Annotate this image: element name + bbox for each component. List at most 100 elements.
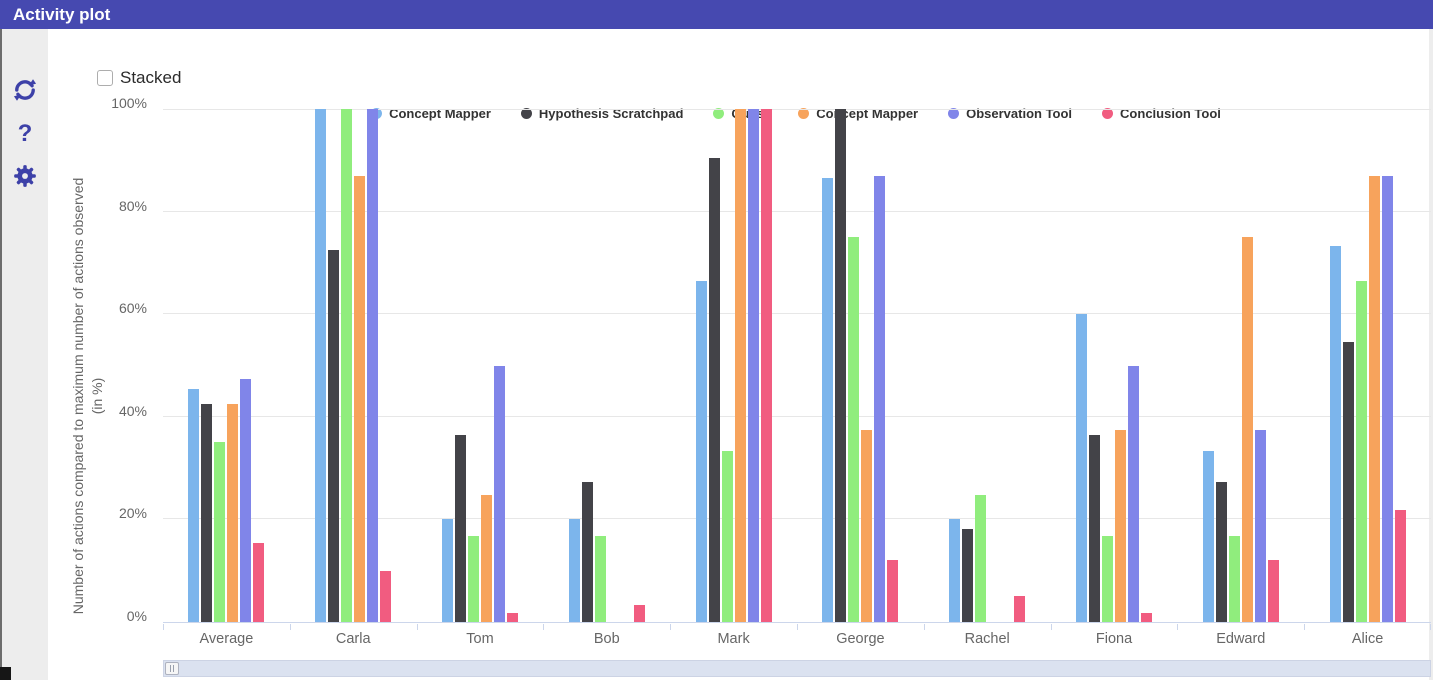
refresh-icon[interactable]: [2, 77, 48, 108]
page-title: Activity plot: [13, 5, 111, 24]
x-axis-labels: Average Carla Tom Bob Mark George Rachel Fiona E…: [163, 631, 1431, 651]
x-axis-tick: [1177, 624, 1179, 630]
bar-group: [441, 365, 518, 622]
bar[interactable]: [188, 388, 200, 622]
bar[interactable]: [594, 536, 606, 622]
scrollbar-handle[interactable]: [165, 662, 179, 675]
y-tick-label: 80%: [118, 197, 147, 214]
bar[interactable]: [1368, 175, 1380, 622]
bar[interactable]: [695, 280, 707, 622]
bar[interactable]: [721, 451, 733, 622]
bar[interactable]: [822, 178, 834, 622]
bar[interactable]: [874, 175, 886, 622]
bar[interactable]: [568, 519, 580, 622]
bar[interactable]: [1202, 451, 1214, 622]
y-tick-label: 40%: [118, 402, 147, 419]
bar[interactable]: [1381, 175, 1393, 622]
bar-group: [568, 481, 645, 622]
bar-group: [315, 109, 392, 622]
bar-group: [949, 494, 1026, 622]
x-axis-tick: [1304, 624, 1306, 630]
help-icon[interactable]: ?: [17, 120, 33, 147]
bar[interactable]: [467, 536, 479, 622]
bar[interactable]: [240, 379, 252, 622]
gridline: [163, 313, 1431, 315]
settings-gear-icon[interactable]: [2, 163, 48, 194]
bar[interactable]: [1329, 245, 1341, 622]
bar[interactable]: [315, 109, 327, 622]
bar[interactable]: [1267, 560, 1279, 622]
bar[interactable]: [747, 109, 759, 622]
bar[interactable]: [328, 250, 340, 622]
bar[interactable]: [341, 109, 353, 622]
bar[interactable]: [1355, 280, 1367, 622]
bar[interactable]: [949, 519, 961, 622]
bar[interactable]: [760, 109, 772, 622]
bar[interactable]: [480, 494, 492, 622]
category-band: [797, 109, 924, 622]
bar[interactable]: [354, 175, 366, 622]
bar[interactable]: [708, 157, 720, 622]
bar[interactable]: [367, 109, 379, 622]
bar[interactable]: [506, 612, 518, 622]
bar-group: [1202, 237, 1279, 622]
x-axis-ticks: [163, 624, 1431, 631]
bar[interactable]: [493, 365, 505, 622]
legend-marker-icon: [520, 107, 532, 119]
bar[interactable]: [1101, 536, 1113, 622]
x-axis-tick: [797, 624, 798, 630]
bar[interactable]: [214, 442, 226, 622]
bar[interactable]: [1075, 314, 1087, 622]
bar[interactable]: [835, 109, 847, 622]
window-title-bar: Activity plot: [0, 0, 1433, 29]
stacked-checkbox[interactable]: [97, 70, 113, 86]
x-axis-tick: [163, 624, 164, 630]
bar[interactable]: [633, 605, 645, 622]
y-tick-label: 20%: [118, 505, 147, 522]
x-axis-tick: [543, 624, 545, 630]
bar[interactable]: [1215, 481, 1227, 622]
bar[interactable]: [975, 494, 987, 622]
bar-group: [188, 379, 265, 622]
bar[interactable]: [253, 542, 265, 622]
bar[interactable]: [1014, 596, 1026, 622]
bar[interactable]: [441, 519, 453, 622]
bar[interactable]: [1241, 237, 1253, 622]
bar[interactable]: [1140, 612, 1152, 622]
bar[interactable]: [734, 109, 746, 622]
bar[interactable]: [380, 570, 392, 622]
category-band: [163, 110, 290, 622]
bar-group: [822, 109, 899, 622]
bar-group: [695, 109, 772, 622]
bar[interactable]: [962, 528, 974, 622]
bar[interactable]: [1127, 365, 1139, 622]
bar[interactable]: [1254, 429, 1266, 622]
bottom-left-corner-artifact: [0, 667, 11, 680]
bar[interactable]: [1394, 510, 1406, 622]
x-category-label: Edward: [1216, 631, 1266, 647]
bar[interactable]: [1228, 536, 1240, 622]
stacked-toggle[interactable]: Stacked: [97, 68, 181, 88]
bar[interactable]: [1114, 429, 1126, 622]
y-tick-label: 60%: [118, 300, 147, 317]
x-category-label: Tom: [466, 631, 494, 647]
chart-panel: Stacked Concept Mapper Hypothesis Scratch…: [48, 29, 1431, 680]
y-tick-label: 100%: [111, 95, 147, 111]
x-axis-tick: [1050, 624, 1052, 630]
legend-marker-icon: [798, 107, 810, 119]
bar[interactable]: [227, 403, 239, 622]
gridline: [163, 415, 1431, 417]
bar[interactable]: [201, 403, 213, 622]
bar[interactable]: [1088, 435, 1100, 622]
bar[interactable]: [581, 481, 593, 622]
y-axis-labels: 0% 20% 40% 60% 80% 100%: [48, 95, 155, 624]
category-band: [670, 109, 797, 622]
chart-scrollbar[interactable]: [163, 660, 1431, 677]
category-band: [417, 110, 544, 622]
bar[interactable]: [848, 237, 860, 622]
legend-marker-icon: [948, 107, 960, 119]
bar[interactable]: [1342, 342, 1354, 622]
bar[interactable]: [861, 429, 873, 622]
bar[interactable]: [454, 435, 466, 622]
bar[interactable]: [887, 560, 899, 622]
